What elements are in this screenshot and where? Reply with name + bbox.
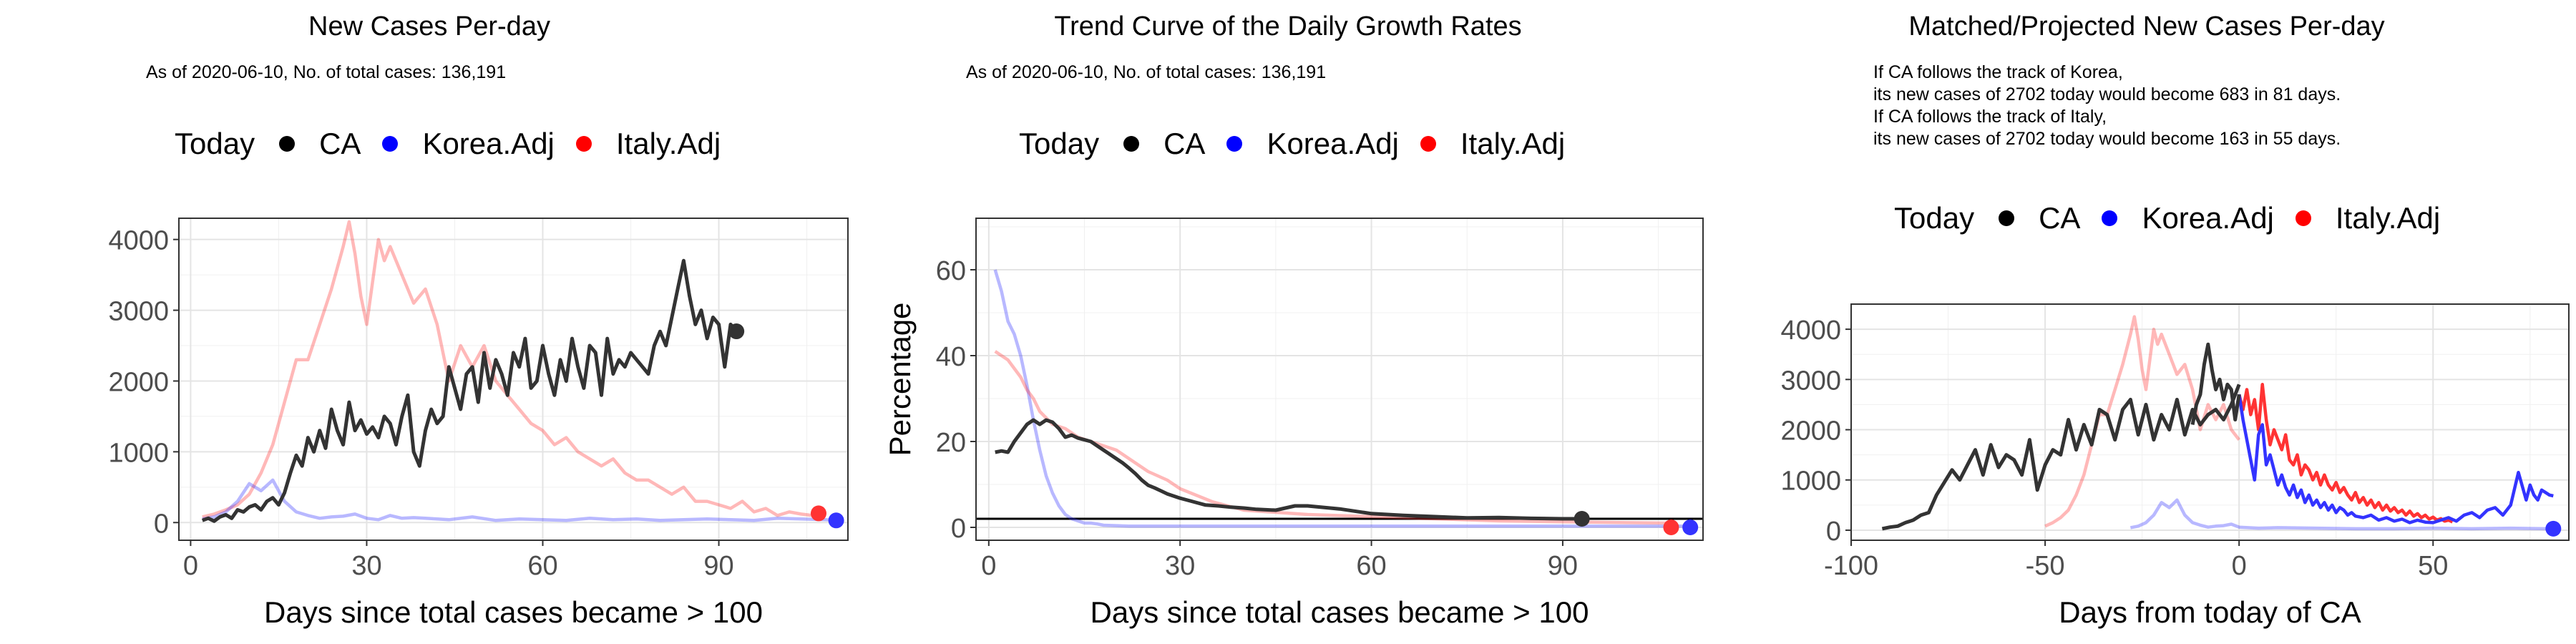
legend-title: Today	[1019, 127, 1100, 160]
x-tick-label: 30	[1165, 551, 1195, 581]
chart-title: Matched/Projected New Cases Per-day	[1908, 11, 2385, 42]
legend-dot-icon	[2102, 210, 2118, 226]
x-axis-label: Days since total cases became > 100	[264, 595, 763, 629]
series-line-italy-adj-projected	[2238, 383, 2454, 524]
legend-item-italy: Italy.Adj	[575, 127, 721, 161]
y-tick-label: 4000	[108, 226, 169, 256]
today-point-ca	[1574, 511, 1590, 527]
y-tick-label: 2000	[108, 367, 169, 397]
y-tick-label: 0	[1826, 517, 1841, 547]
legend-label: Korea.Adj	[1267, 127, 1399, 160]
legend-label: Korea.Adj	[422, 127, 555, 160]
chart-subtitle: If CA follows the track of Korea, its ne…	[1873, 62, 2341, 149]
legend-label: CA	[319, 127, 361, 160]
legend-label: Korea.Adj	[2142, 201, 2274, 235]
x-tick-label: 60	[527, 551, 557, 581]
y-tick-label: 60	[936, 256, 966, 286]
legend-dot-icon	[575, 136, 592, 152]
legend-label: Italy.Adj	[2335, 201, 2441, 235]
plot-border	[1850, 303, 2570, 541]
legend-item-ca: CA	[279, 127, 361, 161]
panel-projected: Matched/Projected New Cases Per-day If C…	[1717, 0, 2576, 644]
y-tick-label: 3000	[108, 297, 169, 327]
chart-subtitle: As of 2020-06-10, No. of total cases: 13…	[146, 62, 507, 82]
legend-dot-icon	[1999, 210, 2015, 226]
legend-dot-icon	[1420, 136, 1436, 152]
legend-title: Today	[175, 127, 255, 160]
today-point-italy-adj	[810, 505, 826, 522]
legend-item-korea: Korea.Adj	[1226, 127, 1399, 161]
y-tick-label: 3000	[1780, 366, 1841, 396]
y-tick-label: 4000	[1780, 316, 1841, 346]
x-tick-label: 0	[2232, 551, 2247, 581]
plot-border	[178, 218, 849, 541]
series-line-korea-adj	[993, 269, 1691, 528]
chart-legend: Today CA Korea.Adj Italy.Adj	[175, 127, 742, 161]
y-tick-label: 2000	[1780, 416, 1841, 447]
legend-label: CA	[2039, 201, 2081, 235]
y-tick-label: 0	[154, 509, 169, 539]
legend-title: Today	[1894, 201, 1975, 235]
today-point-korea-adj	[1682, 519, 1699, 535]
chart-legend: Today CA Korea.Adj Italy.Adj	[1894, 201, 2462, 235]
x-axis-label: Days from today of CA	[2059, 595, 2361, 629]
y-tick-label: 20	[936, 428, 966, 458]
legend-dot-icon	[2295, 210, 2311, 226]
chart-plot-projected: 0 1000 2000 3000 4000 -100 -50 0 50 Days from tod…	[1780, 303, 2570, 629]
legend-dot-icon	[1226, 136, 1243, 152]
chart-plot-new-cases: 0 1000 2000 3000 4000 0 30 60 90 Days since total…	[108, 218, 849, 629]
chart-plot-growth-rates: 0 20 40 60 0 30 60 90 Days since total cases bec…	[883, 218, 1704, 629]
legend-dot-icon	[279, 136, 296, 152]
legend-dot-icon	[1123, 136, 1140, 152]
x-tick-label: 60	[1356, 551, 1386, 581]
x-tick-label: 50	[2418, 551, 2448, 581]
chart-title: New Cases Per-day	[308, 11, 550, 42]
legend-item-ca: CA	[1999, 201, 2080, 235]
y-tick-label: 1000	[108, 438, 169, 468]
series-line-ca-tail	[2190, 342, 2241, 425]
x-tick-label: 90	[703, 551, 733, 581]
y-tick-label: 40	[936, 342, 966, 372]
legend-dot-icon	[382, 136, 399, 152]
chart-title: Trend Curve of the Daily Growth Rates	[1054, 11, 1522, 42]
series-line-italy-adj	[202, 220, 825, 519]
series-line-ca	[995, 418, 1582, 521]
y-tick-label: 0	[951, 514, 966, 544]
legend-item-ca: CA	[1123, 127, 1205, 161]
legend-item-korea: Korea.Adj	[382, 127, 555, 161]
y-axis-label: Percentage	[883, 303, 917, 457]
panel-growth-rates: Trend Curve of the Daily Growth Rates As…	[859, 0, 1717, 644]
chart-legend: Today CA Korea.Adj Italy.Adj	[1019, 127, 1586, 161]
legend-item-korea: Korea.Adj	[2102, 201, 2274, 235]
plot-border	[975, 218, 1704, 541]
series-line-korea-adj	[2129, 498, 2550, 531]
x-tick-label: -50	[2026, 551, 2065, 581]
legend-label: Italy.Adj	[615, 127, 721, 160]
series-line-ca	[201, 258, 738, 523]
x-axis-label: Days since total cases became > 100	[1091, 595, 1589, 629]
x-tick-label: 90	[1548, 551, 1578, 581]
today-point-ca	[728, 323, 745, 340]
series-line-ca	[1881, 384, 2241, 531]
y-tick-label: 1000	[1780, 467, 1841, 497]
chart-subtitle: As of 2020-06-10, No. of total cases: 13…	[966, 62, 1327, 82]
x-tick-label: 0	[183, 551, 198, 581]
today-point-korea-adj	[828, 512, 844, 529]
x-tick-label: 0	[981, 551, 996, 581]
series-line-korea-adj-projected	[2237, 394, 2554, 525]
x-tick-label: -100	[1824, 551, 1878, 581]
today-point-italy-adj	[1663, 519, 1679, 535]
legend-item-italy: Italy.Adj	[2295, 201, 2441, 235]
legend-label: CA	[1163, 127, 1206, 160]
x-tick-label: 30	[351, 551, 381, 581]
legend-label: Italy.Adj	[1460, 127, 1566, 160]
panel-new-cases: New Cases Per-day As of 2020-06-10, No. …	[0, 0, 859, 644]
series-line-korea-adj	[202, 478, 842, 522]
today-point-korea-adj	[2545, 520, 2562, 537]
series-line-italy-adj	[994, 350, 1672, 525]
legend-item-italy: Italy.Adj	[1420, 127, 1565, 161]
